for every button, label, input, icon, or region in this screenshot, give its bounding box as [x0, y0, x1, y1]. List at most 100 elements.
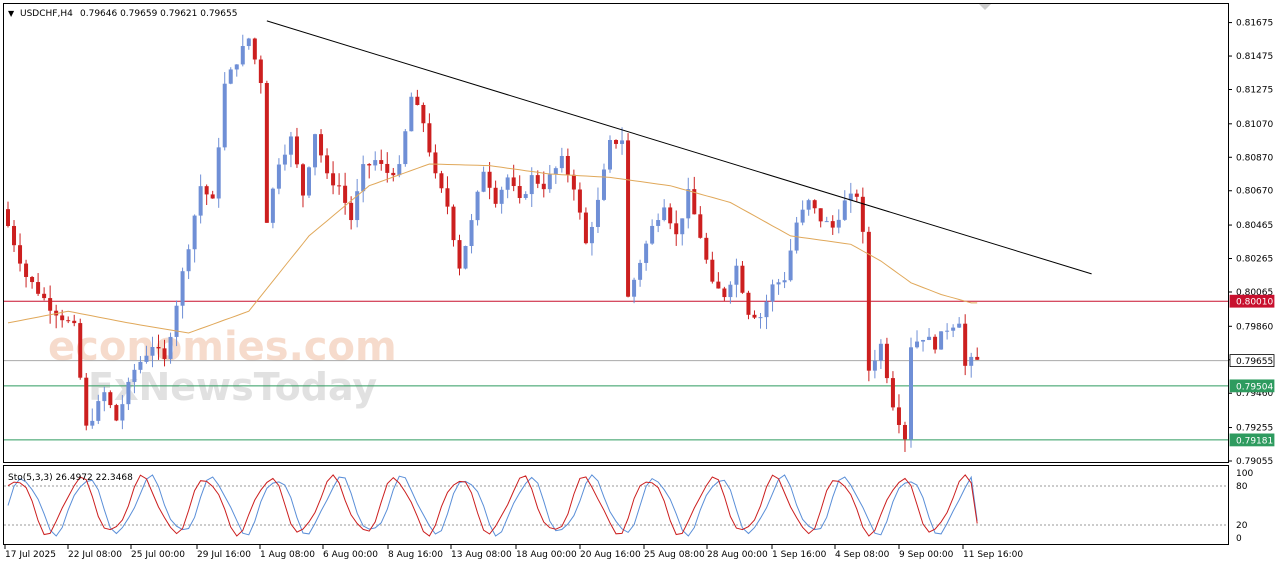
candle [168, 332, 173, 364]
candle-body [975, 356, 980, 360]
candle [734, 258, 739, 298]
candle [331, 161, 336, 195]
chart-shift-marker-icon[interactable] [979, 4, 991, 10]
moving-average-line[interactable] [7, 163, 978, 334]
candle [529, 167, 534, 207]
candle-body [264, 83, 269, 223]
candle-body [457, 240, 462, 269]
candle-body [595, 199, 600, 227]
candle-body [337, 185, 342, 187]
candle [162, 339, 167, 367]
candle-body [698, 214, 703, 238]
candle-body [240, 46, 245, 65]
candle-body [403, 131, 408, 165]
candle [541, 171, 546, 198]
candle [12, 220, 17, 252]
candle-body [102, 392, 107, 402]
candle-body [108, 392, 113, 406]
time-tick-label: 4 Sep 08:00 [835, 550, 890, 560]
candle [415, 89, 420, 106]
candle [884, 337, 889, 384]
candle-body [740, 265, 745, 293]
stochastic-plot-layer: 100 80 20 0 [4, 469, 1253, 544]
candle [198, 174, 203, 224]
candle-body [716, 281, 721, 289]
price-tick-label: 0.79255 [1236, 424, 1273, 434]
candle [668, 203, 673, 230]
candle-body [367, 164, 372, 166]
candle-body [90, 420, 95, 426]
symbol-header[interactable]: ▼ USDCHF,H4 0.79646 0.79659 0.79621 0.79… [8, 9, 237, 19]
candle [758, 312, 763, 329]
watermark-fxnewstoday: FxNewsToday [88, 365, 377, 409]
time-tick-label: 13 Aug 08:00 [451, 550, 512, 560]
price-level-tag[interactable] [1229, 379, 1275, 393]
candle [30, 275, 35, 289]
candle-body [150, 347, 155, 356]
candle-body [890, 378, 895, 408]
candle-body [854, 193, 859, 197]
candle-body [704, 237, 709, 260]
price-level-tag[interactable] [1229, 433, 1275, 447]
price-tick-label: 0.81475 [1236, 52, 1273, 62]
candle-body [325, 155, 330, 174]
trendline[interactable] [266, 20, 1092, 275]
candle-body [186, 249, 191, 272]
candle [90, 408, 95, 429]
menu-arrow-icon[interactable]: ▼ [8, 9, 15, 18]
stochastic-tick-label: 80 [1236, 482, 1248, 492]
candle-body [307, 167, 311, 196]
candle-body [228, 69, 233, 84]
candle-body [915, 341, 920, 348]
stochastic-signal-line[interactable] [7, 474, 978, 537]
candle-body [42, 293, 47, 299]
price-level-tag[interactable] [1229, 354, 1275, 367]
price-level-tag[interactable] [1229, 294, 1275, 308]
candle [349, 196, 354, 230]
candle-body [313, 134, 318, 168]
candle-body [830, 221, 835, 228]
candle-body [680, 218, 685, 235]
candle-body [806, 200, 811, 210]
candle [860, 187, 865, 244]
candle-body [758, 317, 763, 319]
candle [246, 37, 251, 50]
time-tick-label: 17 Jul 2025 [5, 550, 56, 560]
candle-body [282, 154, 287, 165]
candle [355, 178, 360, 228]
candle [493, 180, 498, 208]
time-tick-label: 1 Sep 16:00 [772, 550, 827, 560]
price-level-tag-label: 0.79181 [1236, 436, 1273, 446]
candle-body [12, 225, 17, 246]
candle-body [662, 207, 667, 221]
candle-body [120, 404, 125, 421]
candle [927, 328, 932, 341]
candle [288, 131, 293, 168]
stochastic-frame[interactable] [3, 465, 1229, 545]
candle [945, 323, 950, 340]
candle [66, 316, 71, 324]
candle-body [294, 136, 299, 165]
candle-body [114, 405, 119, 421]
candle-body [84, 377, 89, 426]
candle [909, 337, 913, 448]
candle-body [764, 301, 769, 318]
candle [180, 267, 185, 319]
candle [692, 176, 697, 215]
candle-body [30, 276, 35, 283]
candle-body [373, 160, 378, 166]
candle-body [331, 173, 336, 186]
candle [307, 166, 311, 198]
candle [445, 176, 450, 215]
candle [138, 356, 143, 374]
candle [228, 67, 233, 85]
candle-body [54, 310, 59, 316]
candle-body [493, 187, 498, 204]
candle [451, 204, 456, 247]
symbol-label: USDCHF,H4 [20, 9, 73, 19]
candle-body [96, 401, 101, 421]
candle-body [710, 259, 715, 282]
candle-body [481, 171, 486, 192]
